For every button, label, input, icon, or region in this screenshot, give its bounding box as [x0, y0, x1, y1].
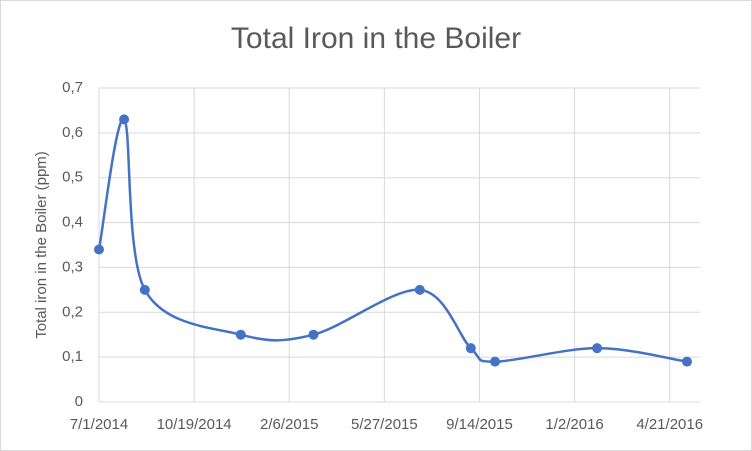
x-tick-label: 5/27/2015: [351, 416, 418, 433]
x-tick-label: 10/19/2014: [157, 416, 232, 433]
data-point: [139, 284, 150, 295]
y-tick-label: 0,6: [62, 124, 83, 141]
y-tick-label: 0,3: [62, 258, 83, 275]
x-tick-label: 7/1/2014: [70, 416, 128, 433]
y-tick-label: 0,1: [62, 348, 83, 365]
y-tick-label: 0: [75, 393, 83, 410]
data-point: [490, 356, 501, 367]
data-point: [235, 329, 246, 340]
y-axis-title: Total iron in the Boiler (ppm): [33, 151, 50, 339]
data-point: [592, 343, 603, 354]
y-tick-label: 0,7: [62, 79, 83, 96]
data-point: [119, 114, 130, 125]
x-tick-label: 9/14/2015: [446, 416, 513, 433]
chart-title: Total Iron in the Boiler: [231, 22, 521, 55]
data-point: [308, 329, 319, 340]
y-tick-label: 0,5: [62, 169, 83, 186]
data-point: [682, 356, 692, 367]
data-point: [94, 244, 104, 255]
y-tick-label: 0,2: [62, 303, 83, 320]
data-point: [465, 343, 476, 354]
x-tick-label: 1/2/2016: [545, 416, 603, 433]
x-tick-label: 4/21/2016: [636, 416, 703, 433]
data-point: [414, 284, 425, 295]
y-tick-label: 0,4: [62, 214, 83, 231]
x-tick-label: 2/6/2015: [260, 416, 318, 433]
data-line: [97, 118, 688, 363]
